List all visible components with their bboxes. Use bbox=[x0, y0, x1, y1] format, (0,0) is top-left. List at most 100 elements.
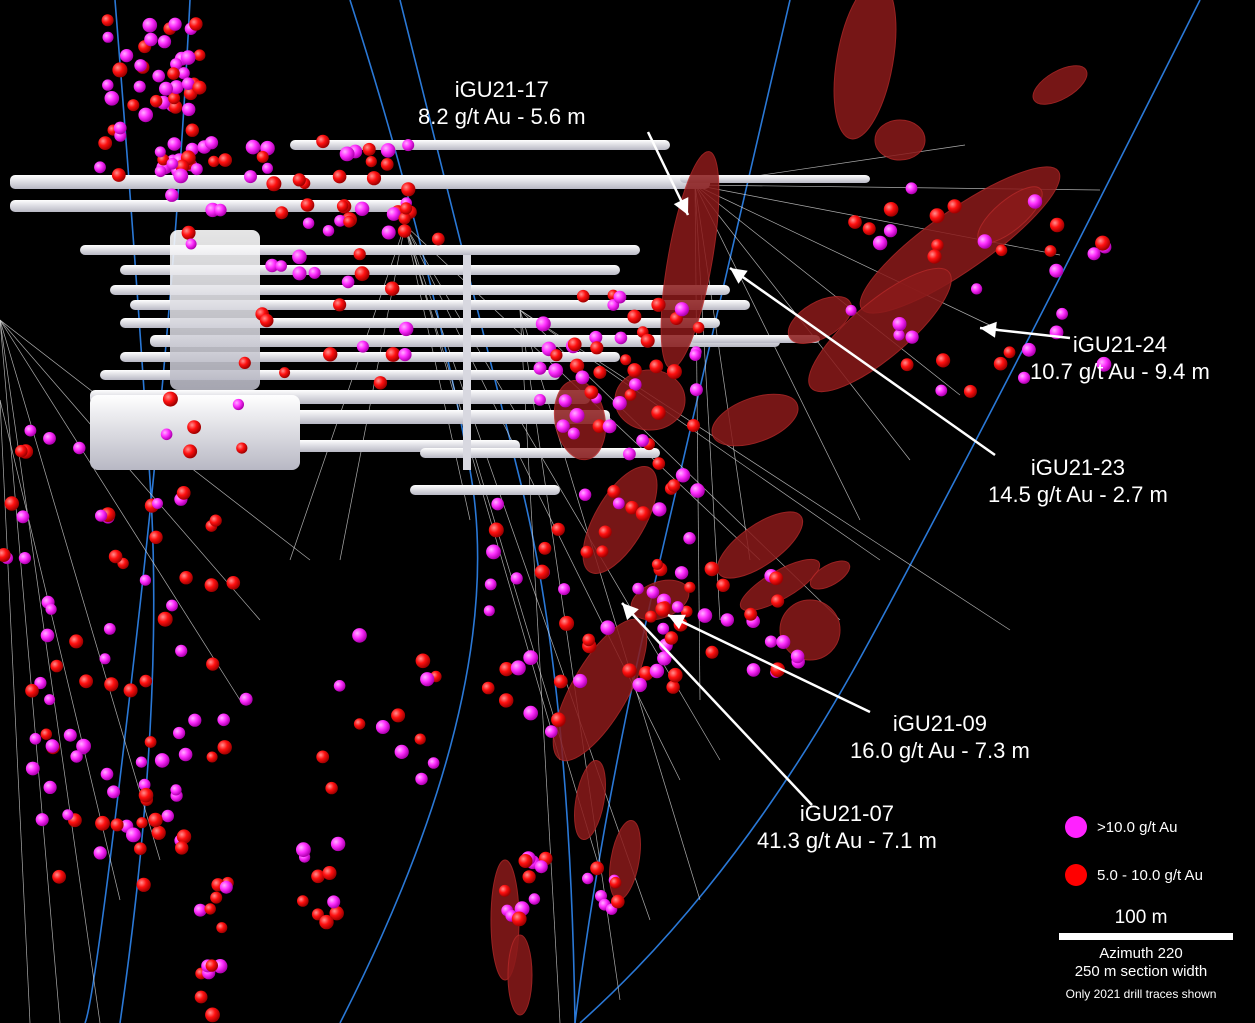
mid-grade-sample bbox=[336, 200, 349, 212]
mid-grade-sample bbox=[651, 297, 666, 312]
mid-grade-sample bbox=[598, 525, 612, 539]
callout-arrow-shaft bbox=[729, 266, 996, 457]
high-grade-sample bbox=[623, 447, 636, 461]
assay-intercepts bbox=[0, 14, 1112, 1023]
mid-grade-sample bbox=[343, 215, 355, 228]
high-grade-sample bbox=[204, 136, 219, 150]
legend-label: 5.0 - 10.0 g/t Au bbox=[1097, 866, 1203, 884]
mid-grade-sample bbox=[569, 358, 585, 373]
mineralized-zone bbox=[787, 296, 853, 344]
callout-igu21-07: iGU21-07 41.3 g/t Au - 7.1 m bbox=[757, 800, 937, 854]
high-grade-sample bbox=[139, 574, 151, 586]
mid-grade-sample bbox=[136, 877, 151, 892]
mid-grade-sample bbox=[385, 281, 400, 296]
mid-grade-sample bbox=[322, 866, 337, 880]
mid-grade-sample bbox=[332, 169, 347, 184]
mid-grade-sample bbox=[1049, 217, 1065, 233]
high-grade-sample bbox=[333, 680, 346, 692]
mid-grade-sample bbox=[52, 869, 66, 884]
high-grade-sample bbox=[427, 757, 440, 769]
mineralized-zone bbox=[716, 511, 804, 579]
mineralized-zone bbox=[779, 599, 841, 661]
high-grade-sample bbox=[674, 302, 690, 317]
high-grade-sample bbox=[45, 739, 59, 753]
high-grade-sample bbox=[612, 497, 625, 510]
high-grade-sample bbox=[675, 468, 691, 483]
high-grade-sample bbox=[582, 872, 594, 885]
mid-grade-sample bbox=[704, 561, 720, 577]
mid-grade-sample bbox=[150, 94, 163, 108]
mid-grade-sample bbox=[259, 313, 274, 328]
mid-grade-sample bbox=[415, 653, 431, 669]
mid-grade-sample bbox=[311, 869, 325, 884]
mid-grade-sample bbox=[149, 530, 163, 544]
callout-hole-id: iGU21-23 bbox=[1030, 455, 1125, 480]
high-grade-sample bbox=[746, 663, 761, 677]
high-grade-sample bbox=[102, 31, 114, 43]
high-grade-sample bbox=[166, 157, 179, 170]
high-grade-sample bbox=[170, 58, 183, 71]
high-grade-sample bbox=[76, 738, 91, 754]
mid-grade-sample bbox=[101, 14, 114, 27]
mid-grade-sample bbox=[668, 667, 683, 683]
mid-grade-sample bbox=[162, 391, 178, 407]
mid-grade-sample bbox=[666, 364, 682, 380]
high-grade-sample bbox=[420, 672, 435, 687]
high-grade-sample bbox=[104, 91, 120, 106]
mid-grade-sample bbox=[1044, 245, 1057, 257]
high-grade-sample bbox=[548, 363, 564, 378]
mid-grade-sample bbox=[25, 683, 39, 698]
callout-arrow-shaft bbox=[621, 602, 813, 806]
grid-line bbox=[399, 0, 576, 1023]
high-grade-sample bbox=[646, 586, 660, 599]
high-grade-sample bbox=[649, 663, 665, 679]
drill-trace bbox=[519, 309, 561, 1023]
high-grade-sample bbox=[484, 578, 497, 591]
mid-grade-sample bbox=[385, 347, 401, 362]
mid-grade-sample bbox=[279, 367, 291, 379]
high-grade-sample bbox=[657, 651, 672, 666]
mid-grade-sample bbox=[481, 681, 495, 695]
high-grade-sample bbox=[629, 378, 642, 391]
mid-grade-sample bbox=[194, 990, 208, 1004]
high-grade-sample bbox=[144, 32, 158, 47]
high-grade-sample bbox=[893, 329, 905, 341]
mineralized-zones bbox=[490, 0, 1088, 1016]
high-grade-sample bbox=[138, 107, 153, 123]
high-grade-sample bbox=[142, 17, 158, 33]
high-grade-sample bbox=[578, 488, 592, 501]
high-grade-sample bbox=[138, 778, 151, 791]
mid-grade-sample bbox=[771, 594, 785, 608]
shaft bbox=[463, 255, 471, 470]
mid-grade-sample bbox=[256, 150, 269, 163]
drill-trace-note: Only 2021 drill traces shown bbox=[1065, 987, 1217, 1001]
mid-grade-sample bbox=[582, 633, 595, 647]
mid-grade-sample bbox=[79, 674, 93, 689]
high-grade-sample bbox=[113, 121, 127, 135]
mid-grade-sample bbox=[652, 457, 666, 470]
mid-grade-sample bbox=[995, 244, 1008, 257]
high-grade-sample bbox=[177, 67, 190, 80]
mid-grade-sample bbox=[684, 581, 696, 593]
high-grade-sample bbox=[35, 813, 49, 827]
mid-grade-sample bbox=[1095, 235, 1111, 251]
high-grade-sample bbox=[575, 370, 590, 385]
high-grade-sample bbox=[883, 224, 898, 238]
mid-grade-sample bbox=[607, 484, 621, 499]
high-grade-sample bbox=[790, 649, 805, 664]
mid-grade-sample bbox=[0, 548, 11, 562]
mid-grade-sample bbox=[127, 99, 140, 112]
high-grade-sample bbox=[1087, 247, 1101, 261]
callout-grade: 10.7 g/t Au - 9.4 m bbox=[1030, 359, 1210, 384]
mid-grade-sample bbox=[362, 142, 376, 156]
mid-grade-sample bbox=[217, 740, 232, 755]
legend-item-high-grade: >10.0 g/t Au bbox=[1065, 815, 1178, 839]
high-grade-sample bbox=[168, 17, 182, 31]
drill-trace bbox=[404, 224, 651, 921]
high-grade-sample bbox=[1056, 307, 1068, 320]
high-grade-sample bbox=[103, 623, 116, 635]
mid-grade-sample bbox=[963, 384, 977, 398]
mid-grade-sample bbox=[644, 610, 657, 623]
callout-igu21-09: iGU21-09 16.0 g/t Au - 7.3 m bbox=[850, 710, 1030, 764]
high-grade-sample bbox=[872, 235, 888, 251]
